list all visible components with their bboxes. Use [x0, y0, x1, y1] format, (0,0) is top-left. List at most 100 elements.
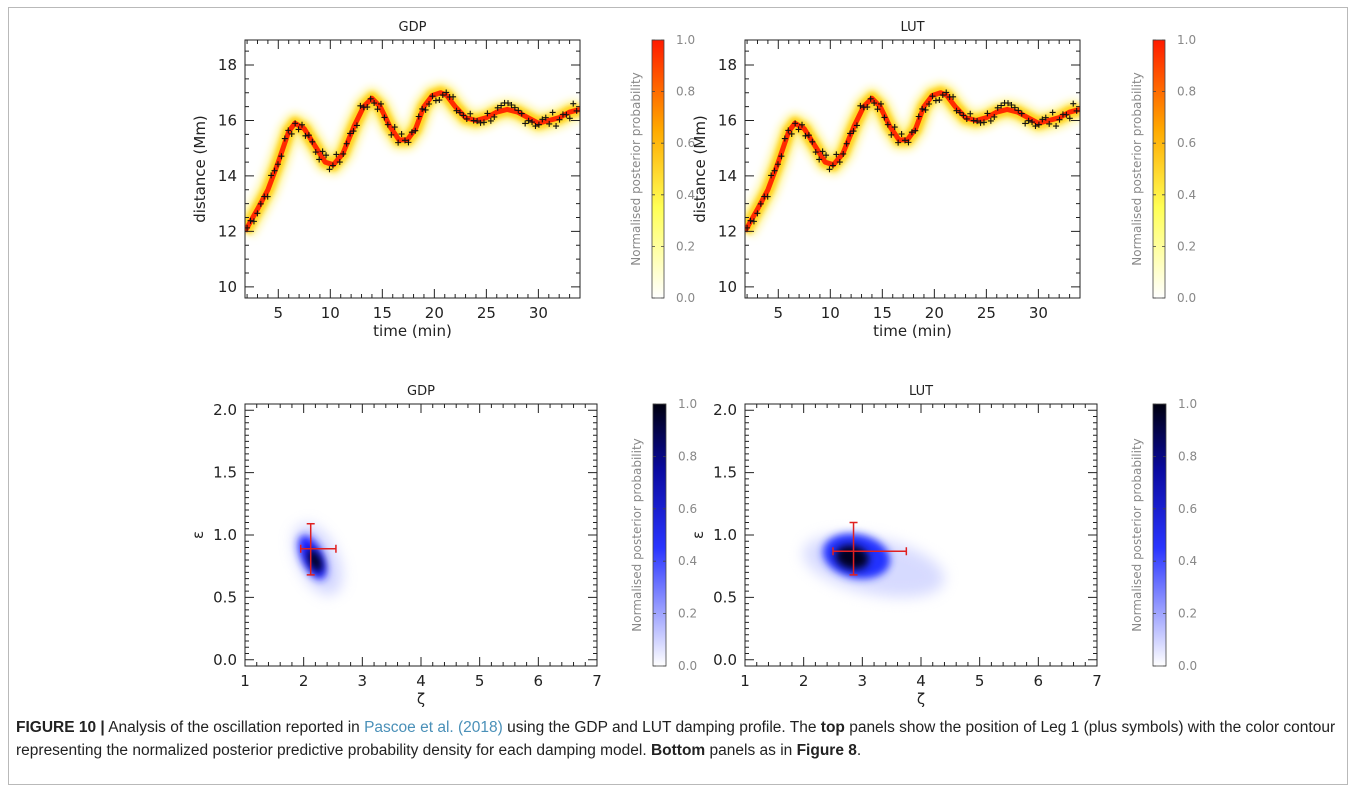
- colorbar-tick-label: 0.2: [678, 607, 697, 621]
- y-tick-label: 1.5: [213, 464, 237, 482]
- colorbar-gradient: [651, 39, 665, 299]
- data-plus: [857, 102, 864, 109]
- caption-reference-link[interactable]: Pascoe et al. (2018): [364, 719, 503, 736]
- x-tick-label: 3: [358, 672, 368, 690]
- axes-frame: [244, 39, 581, 299]
- caption-bottom: Bottom: [650, 742, 706, 759]
- data-plus: [254, 210, 261, 217]
- y-axis-label: ε: [189, 531, 207, 539]
- data-plus: [781, 135, 788, 142]
- data-plus: [877, 100, 884, 107]
- data-plus: [549, 109, 556, 116]
- data-plus: [836, 159, 843, 166]
- data-plus: [888, 131, 895, 138]
- data-plus: [908, 129, 915, 136]
- data-plus: [377, 100, 384, 107]
- data-plus: [1066, 115, 1073, 122]
- y-tick-label: 14: [718, 167, 737, 185]
- data-plus: [367, 95, 374, 102]
- colorbar-tick-label: 1.0: [678, 397, 697, 411]
- data-plus: [456, 109, 463, 116]
- colorbar-tick-label: 0.0: [1177, 291, 1196, 305]
- data-plus: [874, 106, 881, 113]
- ticks: [244, 403, 598, 667]
- data-plus: [247, 217, 254, 224]
- data-plus: [1005, 100, 1012, 107]
- data-plus: [542, 114, 549, 121]
- data-plus: [774, 161, 781, 168]
- data-plus: [953, 107, 960, 114]
- data-plus: [998, 102, 1005, 109]
- data-plus: [915, 113, 922, 120]
- x-tick-label: 30: [1029, 304, 1048, 322]
- data-plus: [1070, 100, 1077, 107]
- colorbar-tick-label: 0.4: [678, 554, 697, 568]
- y-tick-label: 0.5: [713, 588, 737, 606]
- data-plus: [960, 112, 967, 119]
- y-tick-label: 0.5: [213, 588, 237, 606]
- y-tick-label: 10: [718, 278, 737, 296]
- data-plus: [319, 148, 326, 155]
- colorbar: 0.0 0.2 0.4 0.6 0.8 1.0 Normalised posterior p…: [629, 33, 695, 305]
- data-plus: [974, 118, 981, 125]
- x-tick-label: 4: [416, 672, 426, 690]
- ticks: [245, 40, 581, 298]
- data-plus: [570, 100, 577, 107]
- plot-area: [803, 521, 945, 598]
- data-plus: [422, 106, 429, 113]
- plot-area: [745, 81, 1080, 237]
- data-plus: [350, 128, 357, 135]
- ticks: [745, 40, 1081, 298]
- data-plus: [987, 117, 994, 124]
- x-axis-label: time (min): [373, 322, 452, 340]
- colorbar-tick-label: 0.2: [1177, 239, 1196, 253]
- data-plus: [467, 110, 474, 117]
- data-plus: [840, 150, 847, 157]
- data-plus: [484, 110, 491, 117]
- data-plus: [864, 104, 871, 111]
- colorbar-tick-label: 0.8: [678, 449, 697, 463]
- panel-title: LUT: [900, 20, 924, 35]
- data-plus: [956, 109, 963, 116]
- colorbar-tick-label: 0.0: [676, 291, 695, 305]
- data-plus: [288, 130, 295, 137]
- data-plus: [1049, 109, 1056, 116]
- data-plus: [1042, 114, 1049, 121]
- estimate-error-cross: [299, 523, 337, 576]
- caption-figure8-link[interactable]: Figure 8: [796, 742, 857, 759]
- data-plus: [829, 162, 836, 169]
- panel-title: GDP: [407, 384, 435, 399]
- y-tick-label: 18: [218, 56, 237, 74]
- colorbar-gradient: [1152, 39, 1166, 299]
- data-plus: [309, 138, 316, 145]
- figure-caption: FIGURE 10 | Analysis of the oscillation …: [16, 716, 1342, 762]
- data-plus: [515, 107, 522, 114]
- data-plus: [450, 93, 457, 100]
- colorbar-tick-label: 0.8: [1177, 85, 1196, 99]
- data-plus: [460, 112, 467, 119]
- data-plus: [1032, 123, 1039, 130]
- data-plus: [326, 166, 333, 173]
- data-plus: [1063, 111, 1070, 118]
- data-plus: [563, 111, 570, 118]
- caption-text-3: panels show the position of Leg 1 (plus …: [16, 719, 1336, 759]
- data-plus: [412, 127, 419, 134]
- data-plus: [1056, 116, 1063, 123]
- x-tick-label: 30: [529, 304, 548, 322]
- data-plus: [374, 106, 381, 113]
- data-plus: [453, 107, 460, 114]
- plot-area: [245, 81, 580, 237]
- data-plus: [809, 138, 816, 145]
- panel-1: 5 10 15 20 25 30 10 12 14 16 18 LUT time (min) distan…: [691, 20, 1196, 340]
- y-tick-label: 18: [718, 56, 737, 74]
- data-plus: [881, 114, 888, 121]
- x-tick-label: 2: [299, 672, 309, 690]
- data-plus: [871, 100, 878, 107]
- data-plus: [553, 123, 560, 130]
- data-plus: [347, 130, 354, 137]
- data-plus: [535, 121, 542, 128]
- data-plus: [333, 151, 340, 158]
- data-plus: [525, 117, 532, 124]
- data-plus: [757, 200, 764, 207]
- y-tick-label: 16: [718, 111, 737, 129]
